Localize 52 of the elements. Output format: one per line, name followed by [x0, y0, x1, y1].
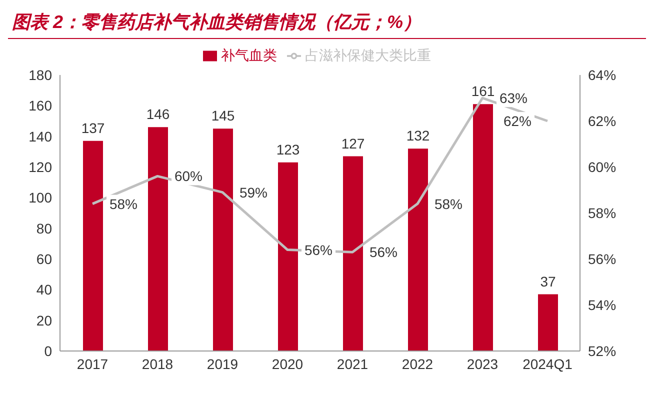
data-label: 145	[211, 108, 235, 124]
y-tick-label: 180	[28, 66, 52, 83]
y-tick-label: 80	[36, 220, 52, 236]
data-label: 60%	[174, 168, 203, 184]
y-tick-label: 160	[28, 98, 52, 114]
y2-tick-label: 62%	[588, 112, 616, 129]
y-tick-label: 140	[28, 128, 52, 144]
data-label: 37	[540, 273, 556, 290]
data-label: 63%	[499, 90, 528, 106]
y-tick-label: 0	[44, 342, 52, 359]
legend-label: 补气血类	[221, 47, 277, 63]
data-label: 59%	[239, 184, 268, 200]
bar	[278, 162, 298, 351]
bar	[538, 294, 558, 351]
x-tick-label: 2023	[466, 356, 498, 372]
y-tick-label: 20	[36, 312, 52, 328]
bar	[473, 104, 493, 351]
y2-tick-label: 54%	[588, 296, 616, 313]
bar	[408, 148, 428, 351]
data-label: 123	[276, 141, 300, 158]
y2-tick-label: 52%	[588, 342, 616, 359]
data-label: 58%	[109, 196, 138, 212]
data-label: 56%	[304, 242, 333, 258]
bar	[148, 127, 168, 351]
data-label: 56%	[369, 244, 398, 260]
data-label: 58%	[434, 196, 463, 212]
y2-tick-label: 60%	[588, 158, 616, 175]
y2-tick-label: 64%	[588, 66, 616, 83]
x-tick-label: 2024Q1	[522, 356, 573, 372]
x-tick-label: 2021	[336, 356, 368, 372]
y-tick-label: 100	[28, 190, 52, 206]
data-label: 146	[146, 106, 170, 122]
bar	[343, 156, 363, 351]
y-tick-label: 120	[28, 158, 52, 175]
chart-title: 图表 2：零售药店补气补血类销售情况（亿元；%）	[8, 8, 646, 39]
y2-tick-label: 56%	[588, 250, 616, 267]
y-tick-label: 60	[36, 250, 52, 267]
bar	[83, 140, 103, 351]
legend-label: 占滋补保健大类比重	[305, 47, 431, 63]
x-tick-label: 2022	[402, 356, 434, 372]
data-label: 127	[341, 135, 365, 152]
x-tick-label: 2019	[206, 356, 238, 372]
data-label: 137	[81, 120, 105, 136]
data-label: 161	[471, 83, 495, 100]
x-tick-label: 2018	[142, 356, 174, 372]
y-tick-label: 40	[36, 282, 52, 298]
y2-tick-label: 58%	[588, 204, 616, 221]
data-label: 132	[406, 128, 430, 144]
x-tick-label: 2017	[76, 356, 108, 372]
x-tick-label: 2020	[272, 356, 304, 372]
bar	[213, 128, 233, 351]
data-label: 62%	[503, 113, 532, 129]
